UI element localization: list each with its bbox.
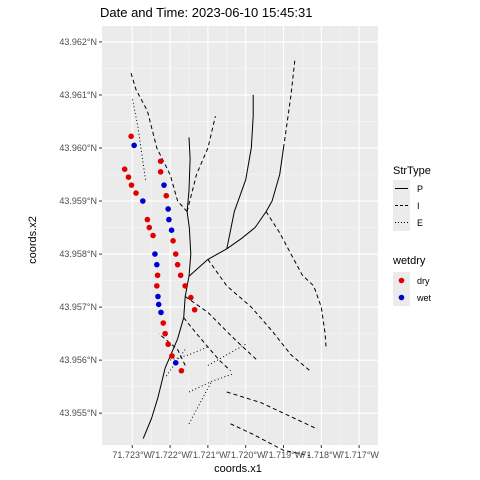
legend-key-point-dry (398, 277, 405, 284)
point-dry (157, 169, 164, 175)
y-tick-label: 43.956°N (59, 355, 97, 365)
point-dry (165, 341, 171, 348)
y-tick-label: 43.957°N (59, 302, 97, 312)
point-dry (150, 232, 156, 239)
point-dry (163, 192, 170, 199)
point-dry (146, 224, 153, 231)
point-wet (154, 261, 160, 268)
point-dry (133, 190, 139, 196)
x-tick-label: 71.720°W (226, 450, 266, 460)
point-dry (154, 272, 161, 279)
stream-line-P (226, 94, 254, 249)
point-wet (155, 301, 162, 308)
stream-lines (129, 60, 327, 457)
legend-label-dry: dry (417, 276, 430, 286)
point-dry (144, 216, 151, 223)
y-tick-label: 43.955°N (59, 408, 97, 418)
point-wet (161, 182, 167, 188)
point-wet (140, 198, 146, 204)
point-wet (152, 251, 158, 257)
stream-line-E (207, 343, 246, 366)
x-axis-ticks: 71.723°W71.722°W71.721°W71.720°W71.719°W… (112, 445, 379, 460)
stream-line-I (129, 70, 188, 212)
point-dry (174, 261, 181, 268)
y-tick-label: 43.962°N (59, 37, 97, 47)
legend-key-point-wet (398, 294, 405, 301)
point-wet (131, 142, 137, 149)
legend-title-wetdry: wetdry (392, 255, 426, 267)
point-dry (128, 182, 135, 188)
x-tick-label: 71.723°W (112, 450, 152, 460)
plot-panel (102, 26, 378, 445)
y-tick-label: 43.960°N (59, 143, 97, 153)
stream-line-I (230, 423, 310, 457)
point-dry (178, 367, 185, 374)
stream-line-I (184, 296, 258, 361)
x-tick-label: 71.718°W (301, 450, 341, 460)
stream-line-I (207, 259, 311, 372)
point-wet (158, 309, 164, 316)
stream-line-I (265, 211, 327, 350)
stream-line-I (226, 391, 318, 430)
stream-line-E (165, 349, 186, 377)
legend-label-wet: wet (416, 293, 432, 303)
y-axis-title: coords.x2 (27, 216, 39, 264)
y-axis-ticks: 43.955°N 43.956°N 43.957°N 43.958°N 43.959°N… (59, 37, 102, 418)
x-tick-label: 71.717°W (339, 450, 379, 460)
stream-line-I (158, 333, 186, 366)
point-dry (188, 294, 194, 301)
stream-line-P (142, 137, 192, 439)
point-dry (128, 133, 134, 140)
point-dry (177, 272, 184, 279)
point-wet (166, 216, 172, 223)
major-grid (102, 26, 378, 445)
point-wet (168, 227, 175, 233)
plot-title: Date and Time: 2023-06-10 15:45:31 (100, 5, 312, 20)
stream-line-I (186, 116, 216, 212)
point-dry (182, 283, 188, 289)
y-tick-label: 43.958°N (59, 249, 97, 259)
point-dry (157, 158, 164, 165)
x-tick-label: 71.721°W (188, 450, 228, 460)
legend-label-I: I (417, 201, 420, 211)
legend-label-P: P (417, 184, 423, 194)
point-dry (170, 238, 176, 244)
point-dry (154, 283, 160, 289)
x-axis-title: coords.x1 (214, 463, 262, 475)
point-dry (191, 306, 198, 313)
x-tick-label: 71.722°W (150, 450, 190, 460)
legend-title-strtype: StrType (393, 165, 431, 177)
stream-line-P (188, 147, 284, 277)
stream-line-I (283, 60, 296, 149)
point-wet (172, 359, 179, 366)
minor-grid (102, 26, 378, 445)
y-tick-label: 43.959°N (59, 196, 97, 206)
point-dry (121, 166, 128, 173)
point-dry (160, 320, 167, 326)
stream-line-E (188, 372, 235, 393)
site-points (121, 133, 198, 374)
point-dry (125, 174, 132, 180)
x-tick-label: 71.719°W (264, 450, 304, 460)
point-wet (165, 206, 171, 212)
y-tick-label: 43.961°N (59, 90, 97, 100)
legend-label-E: E (417, 218, 423, 228)
point-wet (155, 293, 161, 300)
point-dry (162, 330, 168, 337)
point-dry (172, 251, 179, 257)
point-dry (169, 353, 175, 359)
stream-line-I (183, 317, 231, 372)
